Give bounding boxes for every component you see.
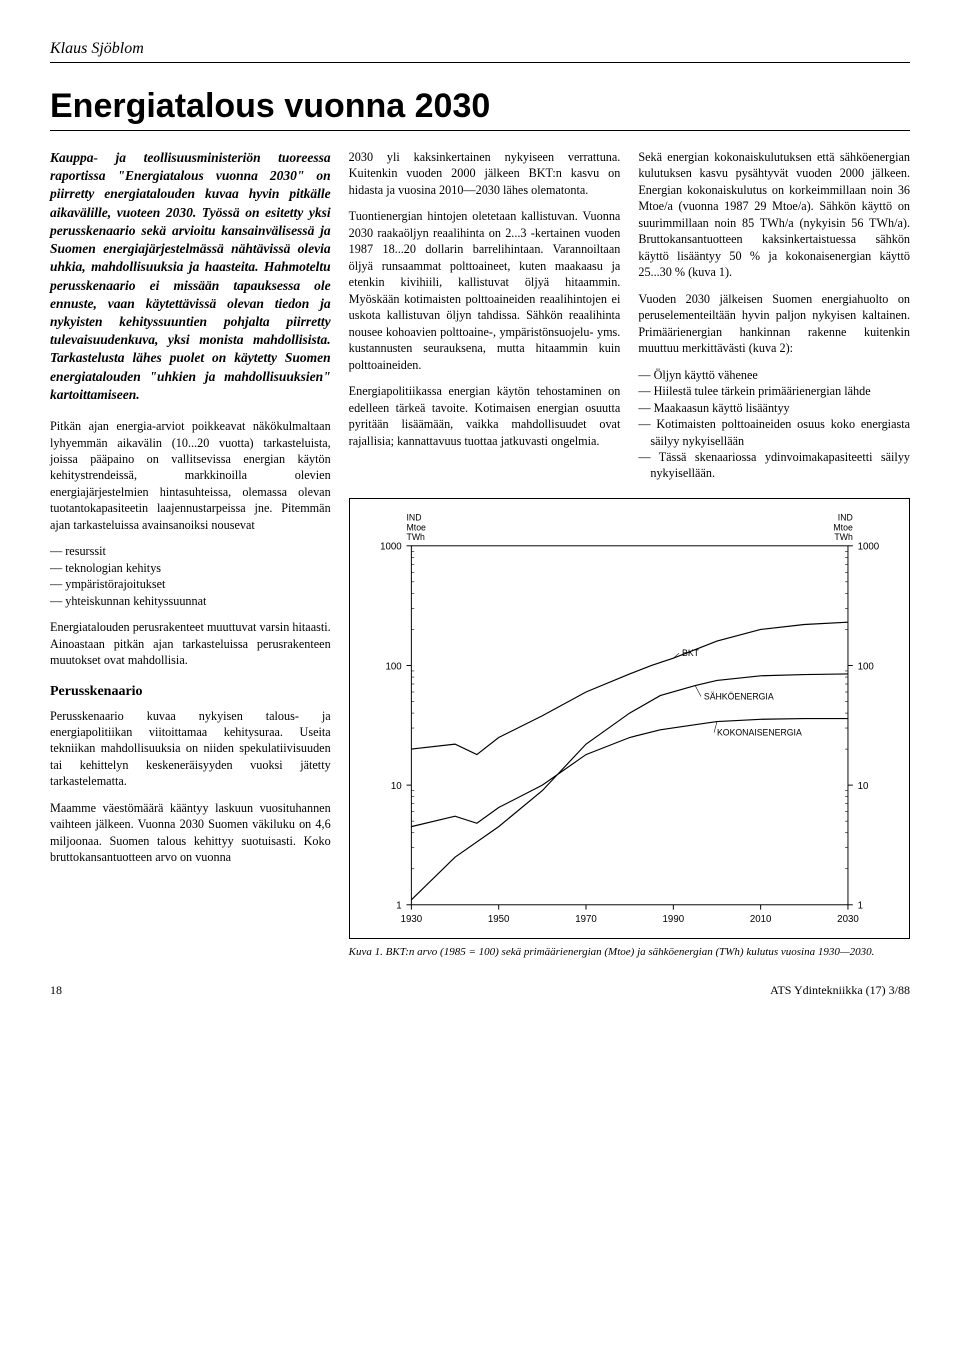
col1-para-3: Perusskenaario kuvaa nykyisen talous- ja…: [50, 708, 331, 790]
col1-para-1: Pitkän ajan energia-arviot poikkeavat nä…: [50, 418, 331, 533]
col2-para-1: 2030 yli kaksinkertainen nykyiseen verra…: [349, 149, 621, 198]
figure-1-chart: 1 1 10 10 100 100 1000 1000 1930 1950 1970 1990 2010…: [349, 498, 910, 939]
list-item: Kotimaisten polttoaineiden osuus koko en…: [638, 416, 910, 449]
figure-1-caption: Kuva 1. BKT:n arvo (1985 = 100) sekä pri…: [349, 945, 910, 959]
list-item: yhteiskunnan kehityssuunnat: [50, 593, 331, 609]
list-item: Tässä skenaariossa ydinvoimakapasiteetti…: [638, 449, 910, 482]
svg-text:KOKONAISENERGIA: KOKONAISENERGIA: [717, 727, 802, 737]
column-3: Sekä energian kokonaiskulutuksen että sä…: [638, 149, 910, 492]
author-name: Klaus Sjöblom: [50, 40, 910, 58]
svg-text:1: 1: [396, 901, 401, 912]
columns-2-3-wrapper: 2030 yli kaksinkertainen nykyiseen verra…: [349, 149, 910, 959]
svg-text:1000: 1000: [857, 542, 879, 553]
col2-para-2: Tuontienergian hintojen oletetaan kallis…: [349, 208, 621, 373]
article-title: Energiatalous vuonna 2030: [50, 87, 910, 126]
col3-para-2: Vuoden 2030 jälkeisen Suomen energiahuol…: [638, 291, 910, 357]
column-2: 2030 yli kaksinkertainen nykyiseen verra…: [349, 149, 621, 492]
svg-text:TWh: TWh: [834, 532, 853, 542]
svg-text:1970: 1970: [575, 914, 597, 925]
list-item: Hiilestä tulee tärkein primäärienergian …: [638, 383, 910, 399]
list-item: teknologian kehitys: [50, 560, 331, 576]
col1-para-2: Energiatalouden perusrakenteet muuttuvat…: [50, 619, 331, 668]
svg-text:1: 1: [857, 901, 862, 912]
svg-text:1990: 1990: [662, 914, 684, 925]
page-footer: 18 ATS Ydintekniikka (17) 3/88: [50, 983, 910, 998]
svg-text:IND: IND: [406, 512, 421, 522]
svg-text:2030: 2030: [837, 914, 859, 925]
list-item: Maakaasun käyttö lisääntyy: [638, 400, 910, 416]
journal-reference: ATS Ydintekniikka (17) 3/88: [770, 983, 910, 998]
svg-text:TWh: TWh: [406, 532, 425, 542]
col3-list: Öljyn käyttö vähenee Hiilestä tulee tärk…: [638, 367, 910, 482]
svg-text:2010: 2010: [750, 914, 772, 925]
rule-under-title: [50, 130, 910, 131]
three-column-body: Kauppa- ja teollisuusministeriön tuorees…: [50, 149, 910, 959]
col2-para-3: Energiapolitiikassa energian käytön teho…: [349, 383, 621, 449]
subheading-perusskenaario: Perusskenaario: [50, 683, 331, 702]
svg-text:Mtoe: Mtoe: [833, 522, 853, 532]
svg-text:1000: 1000: [380, 542, 402, 553]
list-item: ympäristörajoitukset: [50, 576, 331, 592]
intro-paragraph: Kauppa- ja teollisuusministeriön tuorees…: [50, 149, 331, 404]
col1-list: resurssit teknologian kehitys ympäristör…: [50, 543, 331, 609]
svg-text:10: 10: [857, 781, 868, 792]
svg-text:SÄHKÖENERGIA: SÄHKÖENERGIA: [704, 691, 774, 701]
col3-para-1: Sekä energian kokonaiskulutuksen että sä…: [638, 149, 910, 281]
chart-svg: 1 1 10 10 100 100 1000 1000 1930 1950 1970 1990 2010…: [358, 507, 901, 934]
list-item: resurssit: [50, 543, 331, 559]
svg-text:1930: 1930: [400, 914, 422, 925]
svg-text:BKT: BKT: [682, 648, 700, 658]
svg-text:100: 100: [385, 661, 402, 672]
svg-text:1950: 1950: [488, 914, 510, 925]
col1-para-4: Maamme väestömäärä kääntyy laskuun vuosi…: [50, 800, 331, 866]
page-number: 18: [50, 983, 62, 998]
rule-top: [50, 62, 910, 63]
column-1: Kauppa- ja teollisuusministeriön tuorees…: [50, 149, 331, 959]
svg-text:IND: IND: [837, 512, 852, 522]
svg-text:100: 100: [857, 661, 874, 672]
list-item: Öljyn käyttö vähenee: [638, 367, 910, 383]
svg-text:Mtoe: Mtoe: [406, 522, 426, 532]
svg-text:10: 10: [391, 781, 402, 792]
